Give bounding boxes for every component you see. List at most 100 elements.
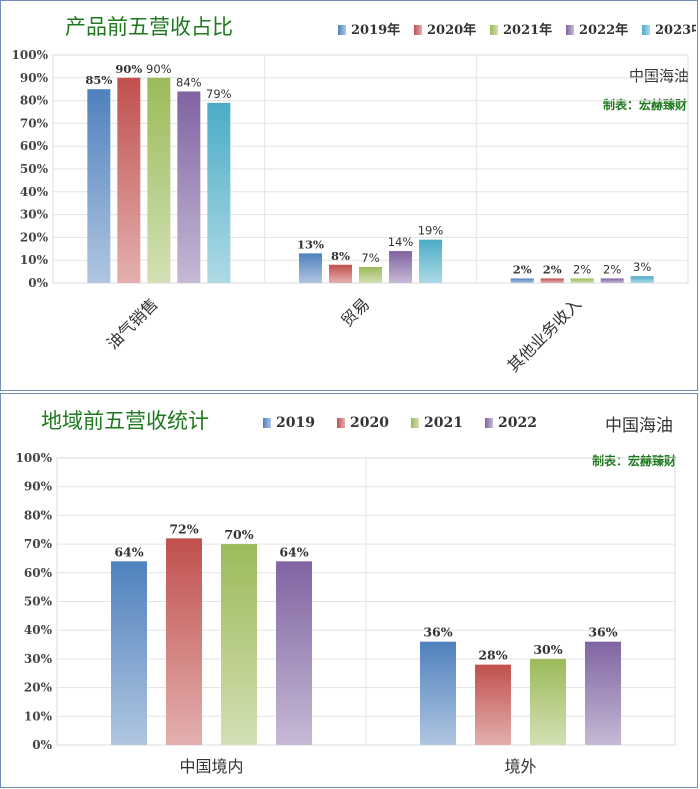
legend-swatch: [414, 25, 422, 35]
y-tick-label: 20%: [20, 230, 49, 244]
bar: [329, 264, 352, 283]
data-label: 70%: [224, 527, 253, 542]
legend-label: 2022: [498, 415, 537, 431]
data-label: 8%: [331, 249, 350, 263]
category-label: 境外: [504, 757, 536, 776]
region-revenue-panel: 地域前五营收统计 2019 2020 2021 2022 中国海油制表：宏赫臻财 0% 10%…: [0, 393, 698, 788]
legend-label: 2020: [350, 415, 389, 431]
bar: [359, 267, 382, 283]
data-label: 7%: [361, 251, 379, 265]
y-tick-label: 100%: [16, 451, 53, 465]
y-tick-label: 80%: [20, 94, 49, 108]
legend-swatch: [490, 25, 498, 35]
chart-title: 地域前五营收统计: [41, 409, 209, 433]
y-tick-label: 40%: [24, 623, 53, 637]
chart-title: 产品前五营收占比: [65, 15, 233, 39]
category-label: 油气销售: [103, 294, 162, 353]
y-tick-label: 10%: [24, 709, 53, 723]
bar: [177, 91, 201, 283]
bar: [419, 239, 442, 283]
bar: [299, 253, 322, 283]
category-label: 中国境内: [179, 757, 243, 776]
legend-swatch: [263, 418, 271, 428]
data-label: 2%: [513, 262, 532, 276]
data-label: 85%: [85, 73, 112, 87]
bar: [117, 77, 141, 283]
y-tick-label: 80%: [24, 508, 53, 522]
data-label: 90%: [115, 62, 142, 76]
y-tick-label: 60%: [24, 566, 53, 580]
data-label: 64%: [279, 544, 308, 559]
y-tick-label: 70%: [24, 537, 53, 551]
bar: [630, 276, 654, 283]
data-label: 28%: [478, 648, 507, 663]
company-name: 中国海油: [629, 67, 689, 85]
legend-swatch: [337, 418, 345, 428]
data-label: 3%: [633, 260, 651, 274]
category-label: 贸易: [337, 294, 373, 330]
data-label: 14%: [388, 235, 414, 249]
product-revenue-chart: 产品前五营收占比 2019年 2020年 2021年 2022年 2023中中国海油制表：…: [12, 15, 696, 376]
data-label: 36%: [423, 625, 452, 640]
category-label: 其他业务收入: [504, 294, 585, 375]
y-tick-label: 30%: [20, 208, 49, 222]
bar: [530, 658, 566, 745]
legend-swatch: [411, 418, 419, 428]
data-label: 72%: [169, 521, 198, 536]
chart-credit: 制表：宏赫臻财: [603, 97, 687, 112]
bar: [207, 102, 231, 283]
chart-credit: 制表：宏赫臻财: [592, 453, 676, 468]
bar: [389, 251, 412, 283]
legend-swatch: [485, 418, 493, 428]
legend-swatch: [642, 25, 650, 35]
y-tick-label: 50%: [24, 595, 53, 609]
y-tick-label: 90%: [24, 480, 53, 494]
legend-swatch: [566, 25, 574, 35]
data-label: 2%: [573, 262, 591, 276]
bar: [221, 544, 257, 745]
bar: [111, 561, 147, 745]
data-label: 64%: [114, 544, 143, 559]
bar: [475, 664, 511, 745]
bar: [540, 278, 564, 283]
data-label: 30%: [533, 642, 562, 657]
legend-label: 2019: [276, 415, 315, 431]
bar: [570, 278, 594, 283]
y-tick-label: 70%: [20, 116, 49, 130]
data-label: 84%: [176, 75, 202, 89]
y-tick-label: 10%: [20, 253, 49, 267]
y-tick-label: 40%: [20, 185, 49, 199]
bar: [510, 278, 534, 283]
bar: [87, 89, 111, 283]
y-tick-label: 30%: [24, 652, 53, 666]
legend-label: 2021: [424, 415, 463, 431]
data-label: 19%: [418, 224, 444, 238]
legend-label: 2020年: [427, 22, 476, 38]
bar: [166, 538, 202, 745]
product-revenue-panel: 产品前五营收占比 2019年 2020年 2021年 2022年 2023中中国海油制表：…: [0, 0, 698, 391]
legend-label: 2019年: [351, 22, 400, 38]
y-tick-label: 100%: [12, 48, 49, 62]
bar: [585, 641, 621, 745]
y-tick-label: 20%: [24, 681, 53, 695]
data-label: 13%: [297, 237, 324, 251]
legend-swatch: [338, 25, 346, 35]
data-label: 2%: [543, 262, 562, 276]
bar: [276, 561, 312, 745]
legend-label: 2022年: [579, 22, 628, 38]
legend-label: 2021年: [503, 22, 552, 38]
bar: [147, 77, 171, 283]
y-tick-label: 60%: [20, 139, 49, 153]
bar: [600, 278, 624, 283]
company-name: 中国海油: [605, 416, 673, 436]
data-label: 36%: [588, 625, 617, 640]
data-label: 90%: [146, 62, 172, 76]
y-tick-label: 0%: [28, 276, 48, 290]
y-tick-label: 90%: [20, 71, 49, 85]
y-tick-label: 50%: [20, 162, 49, 176]
data-label: 79%: [206, 87, 232, 101]
y-tick-label: 0%: [32, 738, 52, 752]
data-label: 2%: [603, 262, 621, 276]
